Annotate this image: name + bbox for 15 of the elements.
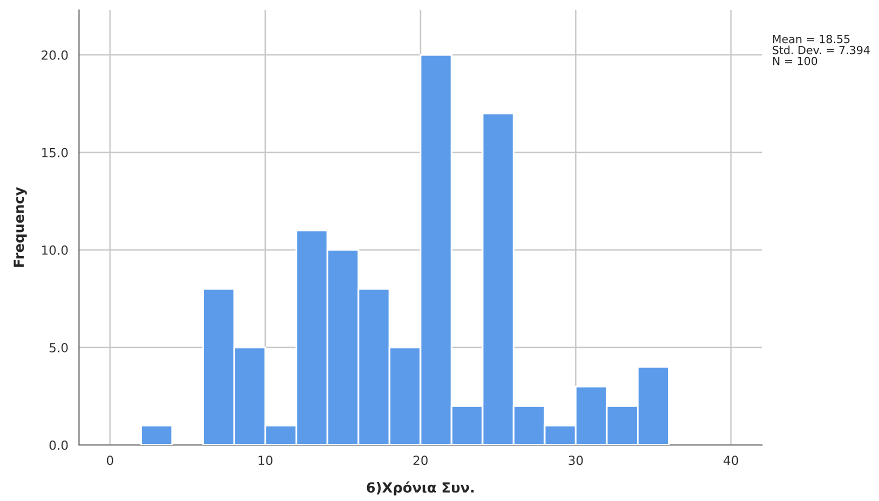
text: Mean = 18.55 [773, 34, 850, 44]
x-tick-label: 10 [258, 456, 272, 466]
x-tick-label: 40 [724, 456, 738, 466]
x-axis-title: 6)Χρόνια Συν. [366, 481, 474, 496]
y-tick-label: 0.0 [50, 440, 68, 450]
x-tick-label: 30 [568, 456, 583, 466]
text: N = 100 [773, 56, 818, 66]
text: Std. Dev. = 7.394 [772, 46, 870, 54]
y-tick-label: 20.0 [42, 50, 68, 60]
y-tick-label: 10.0 [42, 245, 68, 255]
y-tick-label: 15.0 [42, 148, 68, 158]
x-tick-label: 20 [413, 456, 428, 466]
y-tick-label: 5.0 [50, 342, 68, 352]
y-axis-title: Frequency [14, 187, 27, 267]
x-tick-label: 0 [106, 456, 114, 466]
